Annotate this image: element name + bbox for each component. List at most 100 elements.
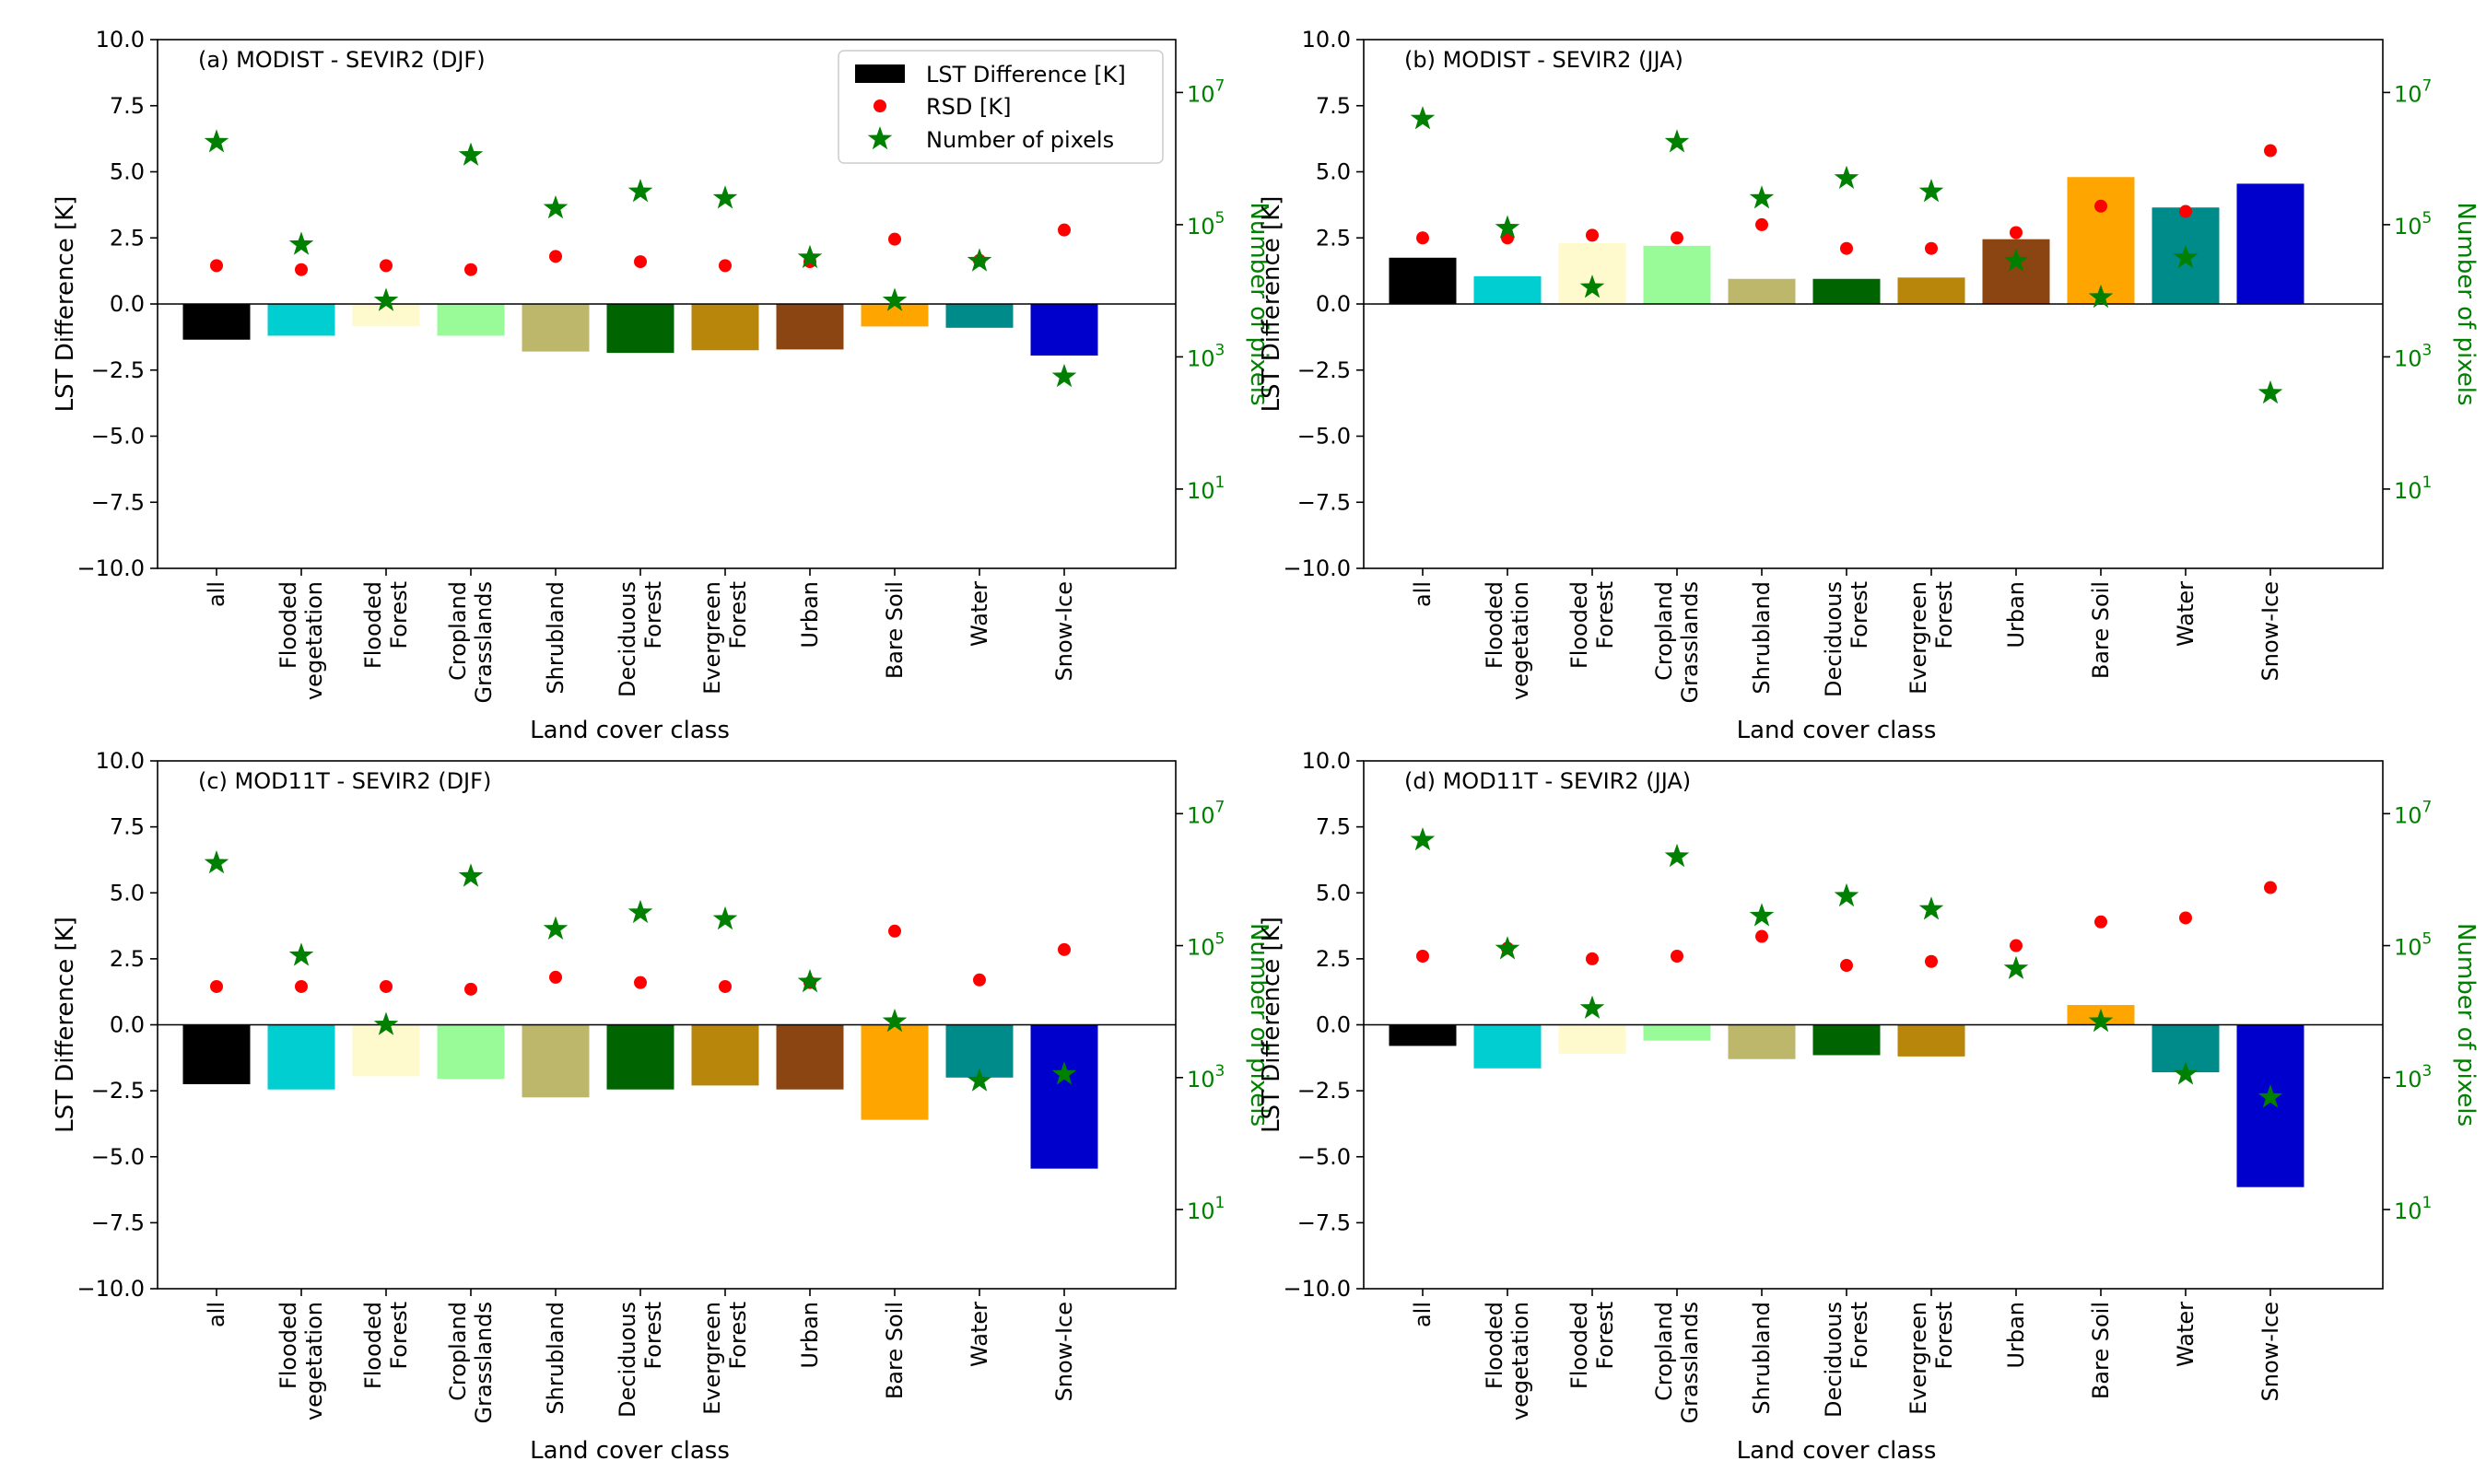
lst-bar [522,1024,590,1098]
y-tick-label: 2.5 [110,946,145,972]
y-tick-label: −2.5 [1297,1078,1351,1104]
legend-lst-label: LST Difference [K] [926,62,1126,88]
pixel-count-star [882,287,908,311]
rsd-point [2010,226,2023,240]
y2-tick-label: 107 [2394,76,2432,107]
y-tick-label: −7.5 [1297,489,1351,515]
category-label: Snow-Ice [1051,581,1077,681]
category-label: FloodedForest [360,1302,412,1389]
pixel-count-star [712,185,738,209]
rsd-point [210,979,223,993]
rsd-point [973,973,986,987]
legend-rsd-label: RSD [K] [926,94,1011,120]
y-tick-label: 5.0 [1316,880,1351,906]
pixel-count-star [882,1008,908,1033]
pixel-count-star [2173,244,2199,269]
y-tick-label: 2.5 [1316,225,1351,251]
rsd-point [295,979,308,993]
category-label: Shrubland [543,581,569,695]
legend-rsd-marker [874,99,886,112]
lst-bar [1473,275,1542,304]
y-tick-label: −10.0 [1283,555,1351,581]
lst-bar [267,1024,335,1090]
pixel-count-star [1749,185,1775,209]
category-label: Water [967,1302,992,1367]
pixel-count-star [967,1068,992,1092]
y-tick-label: 7.5 [1316,93,1351,119]
rsd-point [1755,929,1768,943]
pixel-count-star [1495,936,1520,960]
pixel-count-star [458,863,484,887]
lst-bar [776,1024,844,1090]
rsd-point [1586,228,1599,242]
y-tick-label: 5.0 [110,159,145,185]
pixel-count-star [204,129,229,153]
pixel-count-star [2257,1084,2283,1108]
category-label: Bare Soil [882,581,908,679]
category-label: DeciduousForest [615,1302,666,1418]
y-tick-label: 2.5 [110,225,145,251]
category-label: Urban [2003,1302,2029,1369]
rsd-point [549,970,562,984]
x-axis-label: Land cover class [1737,717,1937,744]
y2-tick-label: 101 [2394,1194,2432,1224]
pixel-count-star [373,287,399,311]
rsd-point [1671,950,1683,964]
category-label: CroplandGrasslands [1651,581,1703,704]
pixel-count-star [1834,882,1859,907]
category-label: Water [967,581,992,647]
x-axis-label: Land cover class [1737,1437,1937,1465]
x-axis-label: Land cover class [530,1437,730,1465]
rsd-point [380,979,393,993]
y-tick-label: 10.0 [1302,748,1351,774]
y-tick-label: 5.0 [1316,159,1351,185]
y-tick-label: 0.0 [1316,291,1351,317]
category-label: Shrubland [1749,581,1775,695]
category-label: all [204,581,229,607]
panel-title: (a) MODIST - SEVIR2 (DJF) [198,47,486,73]
y2-tick-label: 107 [1187,76,1225,107]
pixel-count-star [1051,363,1077,388]
lst-bar [182,1024,251,1084]
lst-bar [861,1024,929,1120]
rsd-point [1416,231,1429,245]
y-tick-label: 2.5 [1316,946,1351,972]
y-tick-label: −2.5 [91,357,145,383]
lst-bar [1558,1024,1626,1055]
rsd-point [719,259,732,273]
category-label: EvergreenForest [699,1302,751,1415]
y2-tick-label: 105 [1187,209,1225,240]
legend-bar-swatch [855,64,905,83]
lst-bar [1728,1024,1796,1059]
lst-bar [437,304,505,336]
y-tick-label: −5.0 [91,424,145,450]
pixel-count-star [797,968,823,993]
y2-tick-label: 101 [2394,473,2432,504]
category-label: Urban [2003,581,2029,649]
rsd-point [1058,942,1071,956]
y-tick-label: 0.0 [110,1012,145,1038]
category-label: all [1410,581,1436,607]
y-tick-label: 0.0 [110,291,145,317]
y2-tick-label: 103 [1187,341,1225,371]
y2-axis-label: Number of pixels [1245,923,1272,1127]
pixel-count-star [1918,179,1944,203]
category-label: CroplandGrasslands [1651,1302,1703,1424]
category-label: EvergreenForest [1906,581,1957,695]
y2-tick-label: 103 [2394,1062,2432,1093]
lst-bar [1897,1024,1965,1057]
lst-bar [1389,1024,1457,1046]
y2-tick-label: 103 [1187,1062,1225,1093]
y-tick-label: −7.5 [1297,1209,1351,1235]
category-label: Floodedvegetation [276,1302,327,1420]
category-label: CroplandGrasslands [445,581,497,704]
lst-bar [2067,177,2135,304]
pixel-count-star [1410,106,1436,130]
category-label: FloodedForest [1566,581,1618,669]
pixel-count-star [797,244,823,269]
lst-bar [352,1024,420,1077]
chart-panel: 10.0 7.5 5.0 2.5 0.0 −2.5 −5.0 −7.5 −10.0 107 105 1… [1258,748,2480,1465]
pixel-count-star [543,916,569,940]
y-tick-label: −10.0 [76,1276,145,1302]
lst-bar [1812,278,1881,304]
